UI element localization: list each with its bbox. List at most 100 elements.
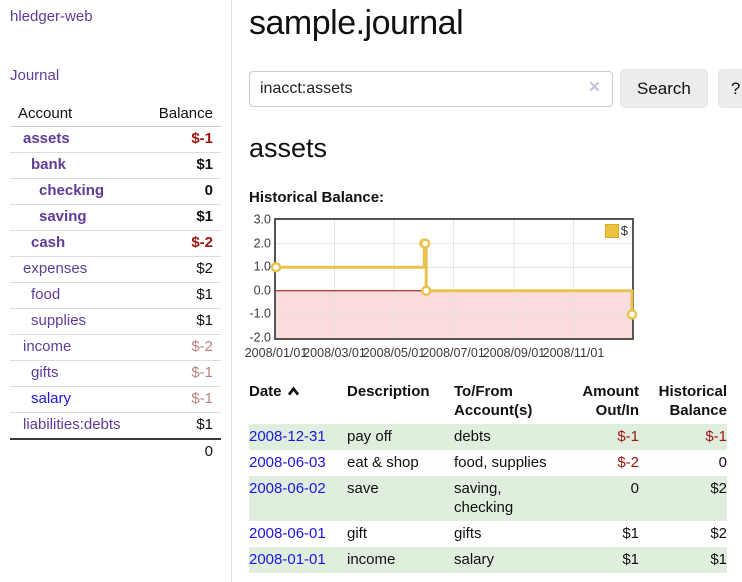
account-link[interactable]: saving [39, 208, 87, 225]
transaction-accounts: saving, checking [454, 476, 556, 521]
account-row: gifts $-1 [10, 360, 221, 387]
app-title-link[interactable]: hledger-web [10, 8, 93, 25]
account-link[interactable]: gifts [31, 364, 59, 381]
transaction-description: income [347, 547, 454, 573]
account-balance: $-1 [145, 386, 221, 413]
search-button[interactable]: Search [620, 69, 708, 108]
transaction-row: 2008-06-01 gift gifts $1 $2 [249, 521, 727, 547]
x-tick-label: 2008/07/01 [422, 346, 485, 360]
transaction-amount: $1 [622, 525, 639, 542]
transaction-date-link[interactable]: 2008-12-31 [249, 428, 326, 445]
transaction-row: 2008-12-31 pay off debts $-1 $-1 [249, 424, 727, 450]
account-balance: $1 [145, 204, 221, 231]
y-tick-label: 2.0 [253, 236, 271, 251]
account-link[interactable]: liabilities:debts [23, 416, 121, 433]
accounts-col-balance: Balance [145, 102, 221, 127]
account-link[interactable]: checking [39, 182, 105, 199]
account-heading: assets [249, 133, 328, 163]
transaction-amount: 0 [556, 476, 639, 521]
accounts-table: Account Balance assets $-1 bank $1 checking 0… [10, 102, 221, 465]
transaction-row: 2008-06-02 save saving, checking 0 $2 [249, 476, 727, 521]
transaction-row: 2008-06-03 eat & shop food, supplies $-2 0 [249, 450, 727, 476]
accounts-table-body: assets $-1 bank $1 checking 0 saving $1 cash $-2 e… [10, 126, 221, 440]
balance-chart: $ 3.0 2.0 1.0 0.0 -1.0 -2.0 2008/01/01 2008/03/… [245, 212, 669, 364]
y-tick-label: 3.0 [253, 212, 271, 227]
account-link[interactable]: expenses [23, 260, 88, 277]
account-row: bank $1 [10, 152, 221, 179]
transaction-row: 2008-01-01 income salary $1 $1 [249, 547, 727, 573]
transaction-amount: $-2 [617, 454, 639, 471]
account-row: income $-2 [10, 334, 221, 361]
transaction-date-link[interactable]: 2008-06-01 [249, 525, 326, 542]
legend-swatch-icon [604, 223, 619, 238]
y-tick-label: 1.0 [253, 259, 271, 274]
x-tick-label: 2008/01/01 [244, 346, 308, 360]
register-col-balance: Historical Balance [658, 383, 727, 419]
account-link[interactable]: assets [23, 130, 70, 147]
data-point-marker [419, 238, 431, 249]
transaction-balance: $1 [639, 547, 727, 573]
account-balance: $1 [145, 282, 221, 309]
transaction-amount: $-1 [556, 424, 639, 450]
account-row: supplies $1 [10, 308, 221, 335]
accounts-header-row: Account Balance [10, 102, 221, 127]
transaction-accounts: salary [454, 547, 556, 573]
transaction-accounts: gifts [454, 525, 482, 542]
transaction-date-link[interactable]: 2008-06-02 [249, 480, 326, 497]
accounts-total-balance: 0 [145, 438, 221, 465]
account-link[interactable]: food [31, 286, 61, 303]
page-title: sample.journal [249, 4, 464, 42]
account-link[interactable]: bank [31, 156, 67, 173]
transaction-accounts: debts [454, 424, 556, 450]
register-col-description: Description [347, 383, 430, 400]
transaction-description: gift [347, 525, 368, 542]
account-row: salary $-1 [10, 386, 221, 413]
account-row: cash $-2 [10, 230, 221, 257]
transaction-date-link[interactable]: 2008-06-03 [249, 454, 326, 471]
transaction-balance: $-1 [639, 424, 727, 450]
account-balance: 0 [145, 178, 221, 205]
sidebar-item-journal[interactable]: Journal [10, 67, 60, 84]
register-col-amount: Amount Out/In [582, 383, 639, 419]
search-box: × [249, 70, 613, 107]
transaction-balance: 0 [718, 454, 727, 471]
account-balance: $1 [145, 308, 221, 335]
chart-legend: $ [603, 223, 629, 238]
account-link[interactable]: cash [31, 234, 66, 251]
transaction-description: eat & shop [347, 454, 419, 471]
account-link[interactable]: supplies [31, 312, 87, 329]
account-link[interactable]: income [23, 338, 72, 355]
chart-canvas [270, 220, 638, 338]
sort-ascending-icon [287, 386, 299, 396]
accounts-col-account: Account [10, 102, 146, 127]
account-balance: $2 [145, 256, 221, 283]
register-table: Date Description To/From Account(s) Amou… [249, 380, 727, 573]
transaction-balance: $2 [710, 525, 727, 542]
register-table-body: 2008-12-31 pay off debts $-1 $-1 2008-06-03 ea… [249, 424, 727, 573]
transaction-date-link[interactable]: 2008-01-01 [249, 551, 326, 568]
clear-search-icon[interactable]: × [588, 76, 600, 98]
account-row: checking 0 [10, 178, 221, 205]
register-col-accounts: To/From Account(s) [454, 383, 533, 419]
account-row: food $1 [10, 282, 221, 309]
search-input[interactable] [249, 70, 613, 107]
account-balance: $-2 [145, 334, 221, 361]
account-row: expenses $2 [10, 256, 221, 283]
account-link[interactable]: salary [31, 390, 72, 407]
search-form: × Search ? [249, 69, 742, 108]
account-balance: $1 [145, 152, 221, 179]
transaction-balance: $2 [639, 476, 727, 521]
x-tick-label: 2008/05/01 [362, 346, 426, 360]
transaction-amount: $1 [556, 547, 639, 573]
sidebar: hledger-web Journal Account Balance asse… [0, 0, 232, 582]
chart-title: Historical Balance: [249, 189, 385, 206]
legend-label: $ [620, 223, 628, 238]
transaction-description: save [347, 476, 454, 521]
help-button[interactable]: ? [717, 69, 742, 108]
main-content: sample.journal × Search ? assets Histori… [232, 0, 742, 582]
register-header-row: Date Description To/From Account(s) Amou… [249, 380, 727, 424]
register-col-date: Date [249, 380, 347, 424]
account-row: assets $-1 [10, 126, 221, 153]
data-point-marker [626, 309, 638, 320]
